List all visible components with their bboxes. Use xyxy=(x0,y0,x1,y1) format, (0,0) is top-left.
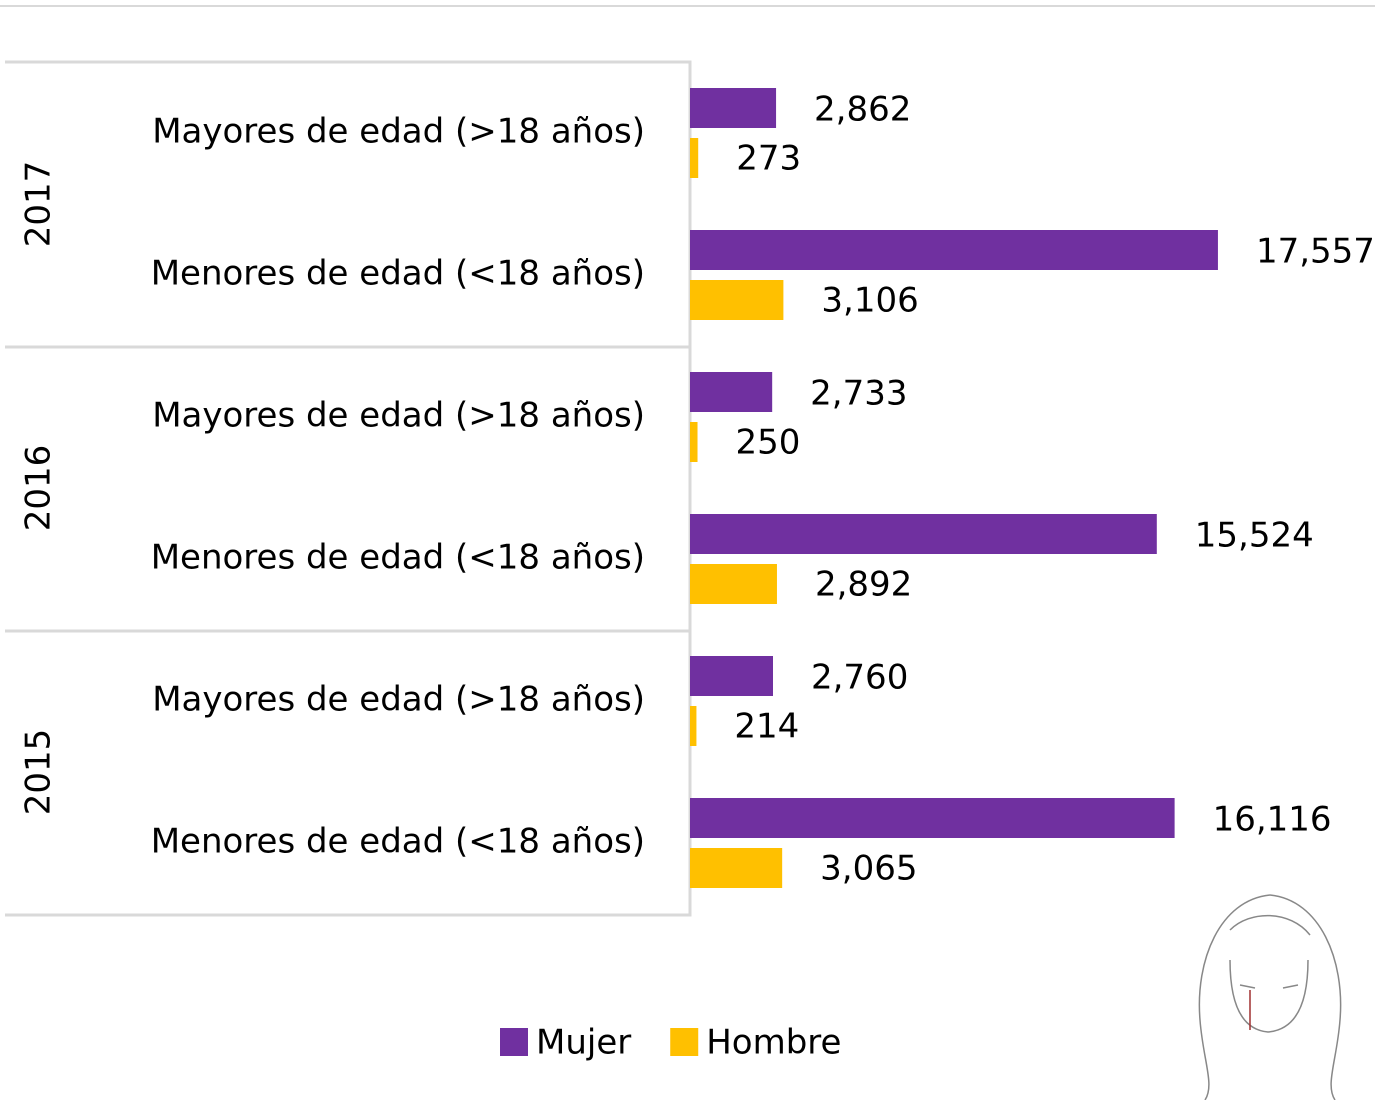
bar xyxy=(690,656,773,696)
bar xyxy=(690,230,1218,270)
bar xyxy=(690,564,777,604)
data-label: 2,733 xyxy=(810,374,907,414)
data-label: 17,557 xyxy=(1256,232,1375,272)
legend-swatch xyxy=(500,1028,528,1056)
legend-label: Hombre xyxy=(706,1023,841,1063)
chart: 2017 2016 2015 Mayores de edad (>18 años) 2,… xyxy=(0,0,1375,1100)
category-label: Mayores de edad (>18 años) xyxy=(152,680,645,720)
bar xyxy=(690,422,698,462)
category-label: Menores de edad (<18 años) xyxy=(151,822,645,862)
bar xyxy=(690,138,698,178)
data-label: 16,116 xyxy=(1213,800,1332,840)
legend-label: Mujer xyxy=(536,1023,631,1063)
data-label: 3,065 xyxy=(820,849,917,889)
group-label: 2017 xyxy=(19,161,59,248)
data-label: 214 xyxy=(734,707,799,747)
group-label: 2015 xyxy=(19,729,59,816)
data-label: 15,524 xyxy=(1195,516,1314,556)
data-label: 250 xyxy=(736,423,801,463)
page: 2017 2016 2015 Mayores de edad (>18 años) 2,… xyxy=(0,0,1375,1100)
data-label: 3,106 xyxy=(821,281,918,321)
category-label: Mayores de edad (>18 años) xyxy=(152,112,645,152)
sketch-illustration xyxy=(1199,895,1340,1100)
data-label: 2,892 xyxy=(815,565,912,605)
category-box xyxy=(5,62,690,915)
data-label: 273 xyxy=(736,139,801,179)
legend-swatch xyxy=(670,1028,698,1056)
category-label: Mayores de edad (>18 años) xyxy=(152,396,645,436)
bar xyxy=(690,798,1175,838)
group-label: 2016 xyxy=(19,445,59,532)
bar xyxy=(690,280,783,320)
data-label: 2,862 xyxy=(814,90,911,130)
category-label: Menores de edad (<18 años) xyxy=(151,254,645,294)
bar xyxy=(690,706,696,746)
data-label: 2,760 xyxy=(811,658,908,698)
bar xyxy=(690,514,1157,554)
category-label: Menores de edad (<18 años) xyxy=(151,538,645,578)
bar xyxy=(690,88,776,128)
bar xyxy=(690,372,772,412)
bar xyxy=(690,848,782,888)
